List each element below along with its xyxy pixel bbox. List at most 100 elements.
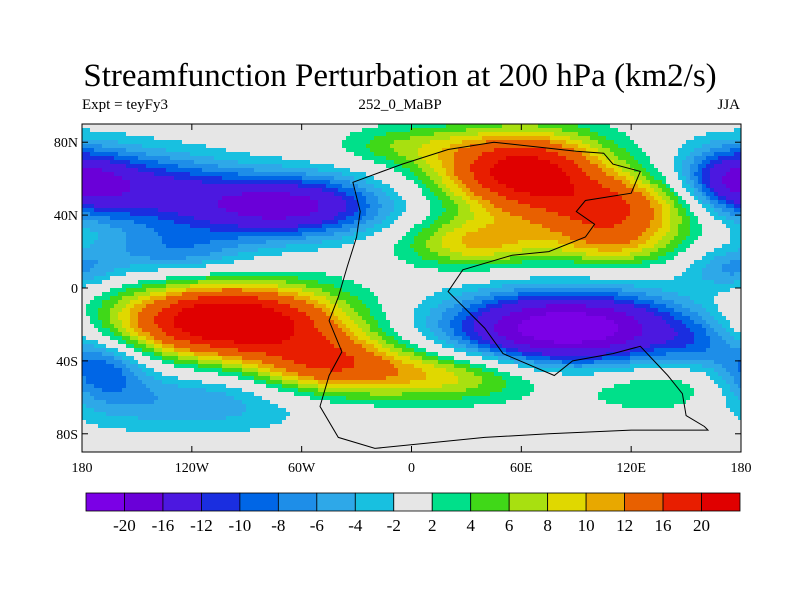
contour-cell	[530, 176, 535, 181]
contour-cell	[146, 188, 151, 193]
contour-cell	[98, 152, 103, 157]
contour-cell	[366, 144, 371, 149]
contour-cell	[106, 244, 111, 249]
contour-cell	[738, 124, 741, 129]
contour-cell	[474, 184, 479, 189]
contour-cell	[310, 208, 315, 213]
contour-cell	[494, 224, 499, 229]
contour-cell	[246, 236, 251, 241]
contour-cell	[350, 140, 355, 145]
contour-cell	[702, 124, 707, 129]
contour-cell	[306, 156, 311, 161]
contour-cell	[434, 232, 439, 237]
contour-cell	[322, 232, 327, 237]
contour-cell	[230, 188, 235, 193]
contour-cell	[714, 232, 719, 237]
contour-cell	[670, 216, 675, 221]
contour-cell	[518, 224, 523, 229]
contour-cell	[530, 228, 535, 233]
contour-cell	[406, 164, 411, 169]
contour-cell	[462, 156, 467, 161]
contour-cell	[590, 156, 595, 161]
contour-cell	[158, 224, 163, 229]
contour-cell	[198, 132, 203, 137]
contour-cell	[134, 180, 139, 185]
contour-cell	[106, 124, 111, 129]
contour-cell	[618, 148, 623, 153]
contour-cell	[190, 176, 195, 181]
contour-cell	[334, 192, 339, 197]
contour-cell	[270, 232, 275, 237]
contour-cell	[266, 152, 271, 157]
contour-cell	[642, 144, 647, 149]
contour-cell	[402, 232, 407, 237]
contour-cell	[598, 212, 603, 217]
contour-cell	[502, 160, 507, 165]
contour-cell	[206, 196, 211, 201]
contour-cell	[154, 212, 159, 217]
contour-cell	[622, 184, 627, 189]
contour-cell	[126, 228, 131, 233]
contour-cell	[354, 176, 359, 181]
contour-cell	[462, 228, 467, 233]
contour-cell	[250, 184, 255, 189]
contour-cell	[142, 144, 147, 149]
contour-cell	[726, 168, 731, 173]
contour-cell	[254, 124, 259, 129]
contour-cell	[566, 128, 571, 133]
contour-cell	[478, 124, 483, 129]
contour-cell	[246, 136, 251, 141]
contour-cell	[410, 204, 415, 209]
contour-cell	[582, 220, 587, 225]
contour-cell	[670, 136, 675, 141]
contour-cell	[138, 124, 143, 129]
contour-cell	[130, 132, 135, 137]
contour-cell	[702, 168, 707, 173]
contour-cell	[322, 176, 327, 181]
contour-cell	[266, 216, 271, 221]
contour-cell	[130, 184, 135, 189]
contour-cell	[206, 184, 211, 189]
contour-cell	[566, 200, 571, 205]
contour-cell	[338, 136, 343, 141]
contour-cell	[214, 212, 219, 217]
contour-cell	[470, 152, 475, 157]
contour-cell	[622, 132, 627, 137]
contour-cell	[634, 136, 639, 141]
contour-cell	[698, 188, 703, 193]
contour-cell	[670, 188, 675, 193]
contour-cell	[682, 132, 687, 137]
contour-cell	[322, 168, 327, 173]
contour-cell	[614, 208, 619, 213]
contour-cell	[714, 164, 719, 169]
contour-cell	[222, 240, 227, 245]
contour-cell	[418, 236, 423, 241]
contour-cell	[294, 196, 299, 201]
contour-cell	[378, 224, 383, 229]
contour-cell	[602, 208, 607, 213]
contour-cell	[246, 164, 251, 169]
contour-cell	[666, 196, 671, 201]
contour-cell	[690, 172, 695, 177]
contour-cell	[402, 136, 407, 141]
contour-cell	[382, 232, 387, 237]
contour-cell	[130, 148, 135, 153]
contour-cell	[598, 180, 603, 185]
contour-cell	[182, 152, 187, 157]
contour-cell	[146, 144, 151, 149]
contour-cell	[694, 220, 699, 225]
contour-cell	[518, 204, 523, 209]
contour-cell	[706, 128, 711, 133]
contour-cell	[378, 216, 383, 221]
contour-cell	[366, 176, 371, 181]
contour-cell	[142, 140, 147, 145]
contour-cell	[714, 196, 719, 201]
contour-cell	[354, 144, 359, 149]
contour-cell	[646, 212, 651, 217]
contour-cell	[330, 124, 335, 129]
contour-cell	[594, 236, 599, 241]
contour-cell	[506, 152, 511, 157]
contour-cell	[238, 204, 243, 209]
contour-cell	[390, 236, 395, 241]
contour-cell	[302, 152, 307, 157]
